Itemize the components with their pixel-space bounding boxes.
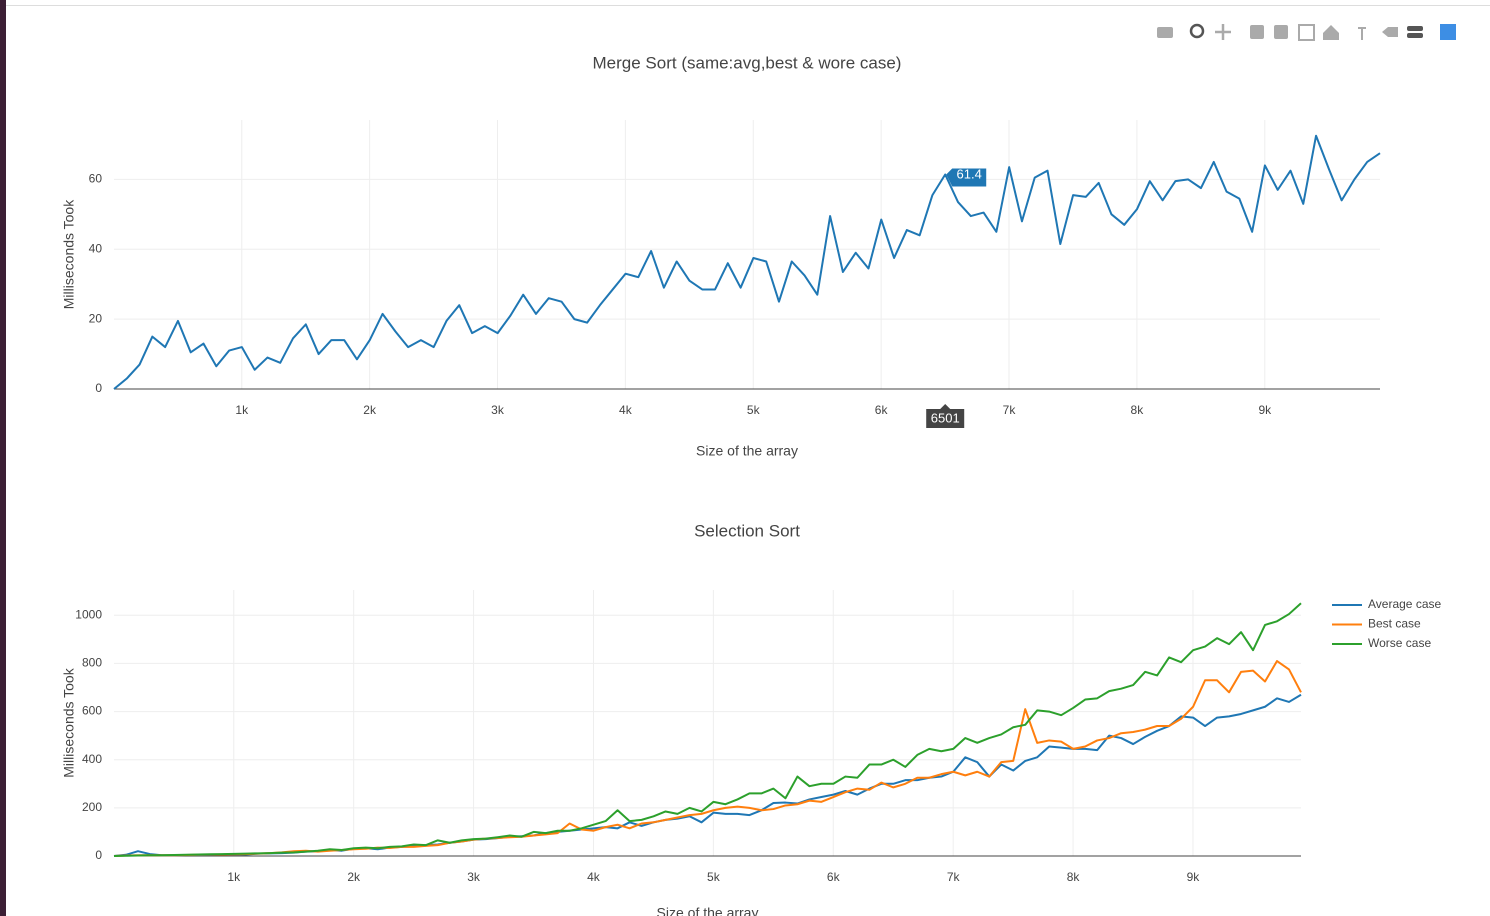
chart: Selection Sort Size of the array Milliseco…: [61, 521, 1442, 916]
x-tick-label: 6k: [875, 403, 889, 417]
y-tick-label: 40: [89, 241, 103, 255]
x-axis-title: Size of the array: [696, 443, 798, 459]
x-tick-label: 7k: [1003, 403, 1017, 417]
y-tick-label: 600: [82, 704, 102, 718]
y-tick-label: 20: [89, 311, 103, 325]
zoom-out-icon[interactable]: [1274, 25, 1288, 39]
x-tick-label: 8k: [1067, 870, 1081, 884]
y-tick-label: 60: [89, 172, 103, 186]
hover-x-box: [926, 404, 965, 428]
chart: Merge Sort (same:avg,best & wore case) Si…: [61, 53, 1381, 459]
reset-icon[interactable]: [1323, 25, 1339, 40]
data-line: [113, 602, 1302, 857]
y-axis-title: Milliseconds Took: [61, 199, 77, 309]
window-edge: [0, 0, 6, 916]
hover-value: 61.4: [957, 166, 982, 181]
hover-compare-icon[interactable]: [1407, 33, 1423, 38]
x-tick-label: 2k: [347, 870, 361, 884]
zoom-icon[interactable]: [1189, 23, 1205, 39]
legend-label: Worse case: [1368, 636, 1431, 650]
x-tick-label: 1k: [235, 403, 249, 417]
x-tick-label: 5k: [747, 403, 761, 417]
y-tick-label: 1000: [75, 607, 102, 621]
data-line: [113, 660, 1302, 857]
hover-x: 6501: [931, 410, 960, 425]
legend-label: Average case: [1368, 597, 1441, 611]
spike-icon[interactable]: [1358, 27, 1366, 40]
hover-closest-icon[interactable]: [1382, 27, 1398, 37]
chart-title: Merge Sort (same:avg,best & wore case): [593, 53, 902, 72]
x-tick-label: 9k: [1187, 870, 1201, 884]
legend-label: Best case: [1368, 617, 1421, 631]
x-tick-label: 6k: [827, 870, 841, 884]
modebar: [1157, 23, 1456, 41]
autoscale-icon[interactable]: [1298, 24, 1315, 41]
x-tick-label: 9k: [1258, 403, 1272, 417]
x-tick-label: 4k: [619, 403, 633, 417]
chart-title: Selection Sort: [694, 521, 800, 540]
y-tick-label: 200: [82, 800, 102, 814]
x-axis-title: Size of the array: [657, 905, 759, 916]
x-tick-label: 4k: [587, 870, 601, 884]
y-tick-label: 0: [95, 381, 102, 395]
y-tick-label: 0: [95, 848, 102, 862]
data-line: [113, 693, 1302, 857]
x-tick-label: 5k: [707, 870, 721, 884]
pan-icon[interactable]: [1215, 24, 1231, 40]
x-tick-label: 2k: [363, 403, 377, 417]
x-tick-label: 8k: [1131, 403, 1145, 417]
plotly-logo[interactable]: [1440, 24, 1456, 40]
data-line: [113, 134, 1381, 390]
camera-icon[interactable]: [1157, 27, 1173, 38]
x-tick-label: 7k: [947, 870, 961, 884]
zoom-in-icon[interactable]: [1250, 25, 1264, 39]
x-tick-label: 3k: [491, 403, 505, 417]
hover-label-box: [946, 168, 987, 187]
y-axis-title: Milliseconds Took: [61, 667, 77, 777]
y-tick-label: 800: [82, 656, 102, 670]
x-tick-label: 1k: [227, 870, 241, 884]
x-tick-label: 3k: [467, 870, 481, 884]
y-tick-label: 400: [82, 752, 102, 766]
hover-compare-icon[interactable]: [1407, 26, 1423, 31]
